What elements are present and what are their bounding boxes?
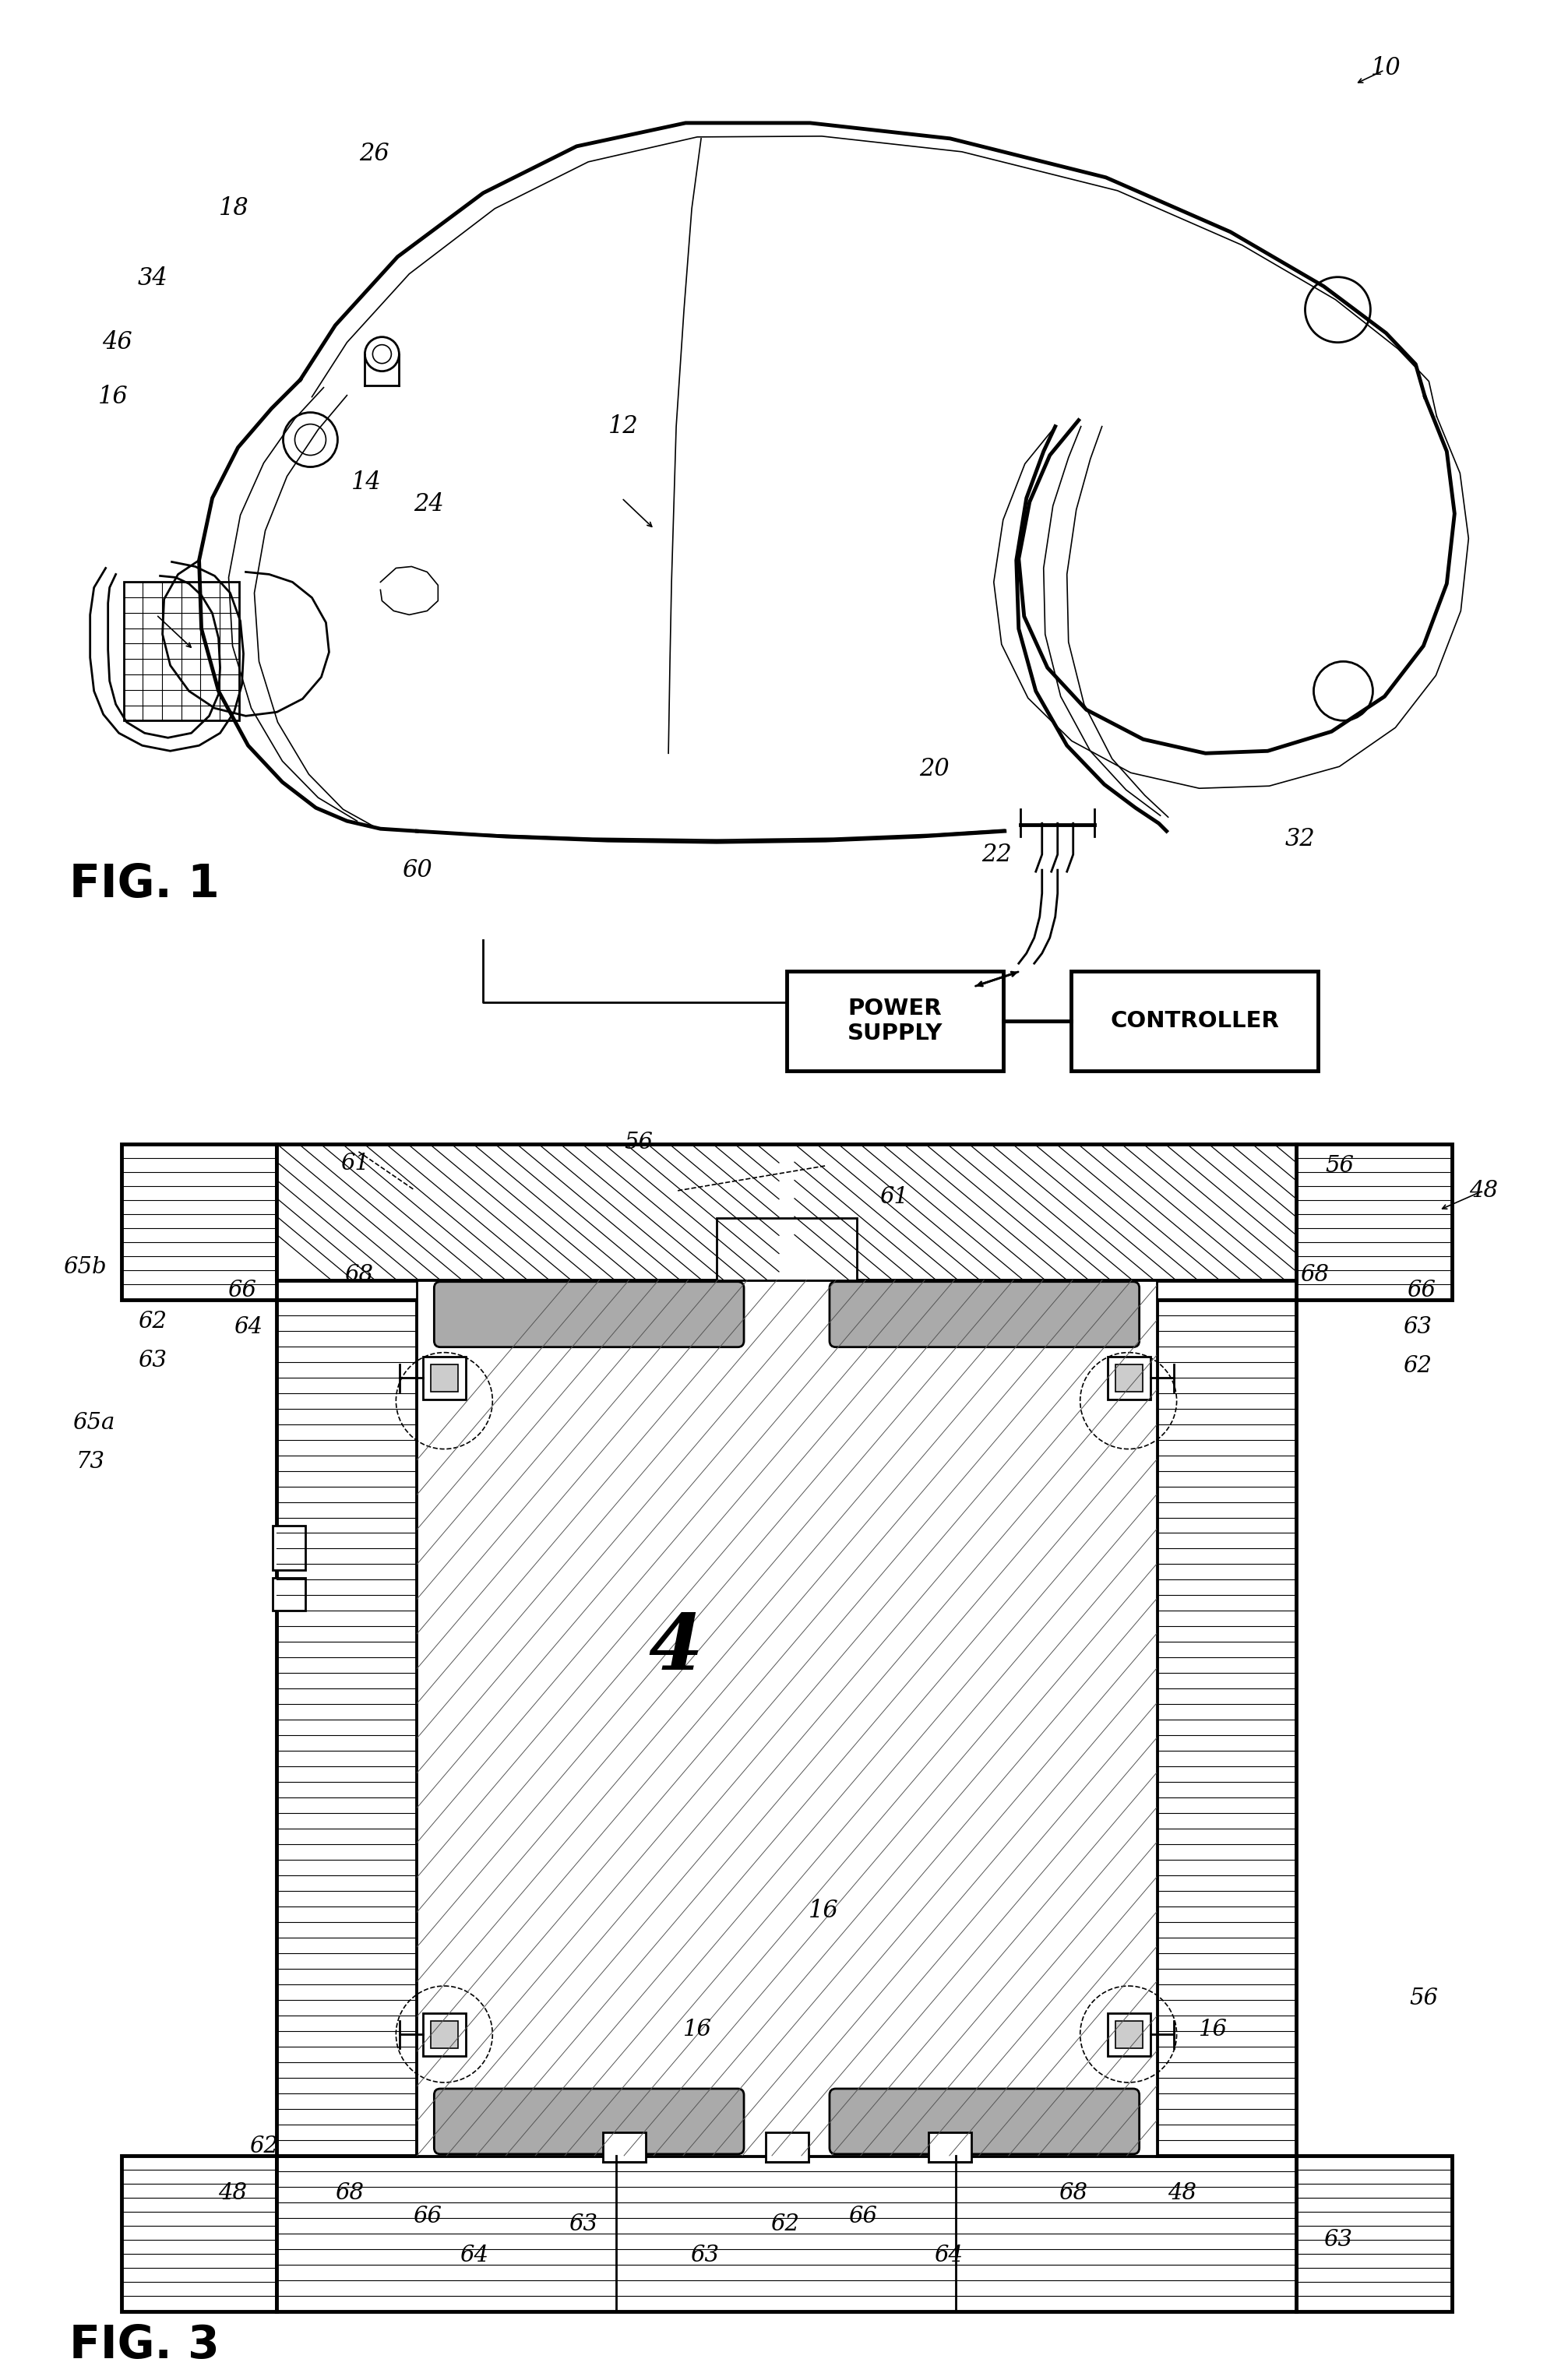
- Text: CONTROLLER: CONTROLLER: [1110, 1009, 1278, 1033]
- Text: 68: 68: [1058, 2182, 1088, 2204]
- Text: 63: 63: [1403, 1316, 1431, 1338]
- Bar: [929, 2132, 971, 2161]
- Text: FIG. 3: FIG. 3: [69, 2323, 219, 2368]
- Text: 62: 62: [250, 2135, 278, 2156]
- Bar: [423, 2013, 467, 2056]
- Text: 20: 20: [919, 757, 949, 781]
- Bar: [716, 1219, 857, 1280]
- Text: 65a: 65a: [73, 1411, 116, 1433]
- Bar: [276, 1299, 417, 2156]
- FancyBboxPatch shape: [829, 2090, 1140, 2154]
- Text: 48: 48: [219, 2182, 247, 2204]
- Text: 16: 16: [98, 386, 128, 409]
- Text: 26: 26: [359, 143, 389, 167]
- Text: 48: 48: [1168, 2182, 1197, 2204]
- Text: 61: 61: [340, 1152, 368, 1173]
- Bar: [123, 583, 239, 721]
- Bar: [122, 1145, 276, 1299]
- Text: 22: 22: [982, 843, 1012, 866]
- Text: 66: 66: [412, 2206, 442, 2228]
- Text: 66: 66: [849, 2206, 877, 2228]
- Text: 46: 46: [103, 331, 133, 355]
- Text: 48: 48: [1469, 1180, 1497, 1202]
- Text: 68: 68: [336, 2182, 364, 2204]
- Text: 56: 56: [1410, 1987, 1438, 2009]
- Text: 64: 64: [459, 2244, 489, 2266]
- Text: 62: 62: [137, 1311, 167, 1333]
- Bar: [1107, 1357, 1150, 1399]
- Text: 64: 64: [933, 2244, 963, 2266]
- Bar: [276, 2156, 1297, 2311]
- Text: 32: 32: [1285, 826, 1316, 852]
- Text: 16: 16: [809, 1899, 838, 1923]
- Text: 63: 63: [690, 2244, 720, 2266]
- Text: 62: 62: [1403, 1354, 1431, 1376]
- Text: 16: 16: [1199, 2018, 1227, 2040]
- Bar: [1115, 2021, 1143, 2049]
- Text: 63: 63: [1324, 2228, 1352, 2251]
- FancyBboxPatch shape: [829, 1283, 1140, 1347]
- Bar: [766, 2132, 809, 2161]
- Text: 12: 12: [609, 414, 638, 438]
- Text: 56: 56: [624, 1130, 652, 1154]
- Bar: [122, 2156, 276, 2311]
- Text: 66: 66: [228, 1280, 256, 1302]
- Text: 18: 18: [219, 198, 250, 221]
- Text: 68: 68: [345, 1264, 373, 1285]
- Bar: [1071, 971, 1319, 1071]
- Text: 63: 63: [568, 2213, 598, 2235]
- Bar: [431, 2021, 459, 2049]
- Bar: [273, 1578, 306, 1611]
- Text: 4: 4: [649, 1611, 702, 1685]
- Text: 66: 66: [1406, 1280, 1436, 1302]
- Text: 10: 10: [1371, 57, 1402, 81]
- Text: 61: 61: [880, 1185, 909, 1207]
- Text: 14: 14: [351, 471, 381, 495]
- Text: 24: 24: [414, 493, 443, 516]
- Text: 65b: 65b: [62, 1257, 106, 1278]
- FancyBboxPatch shape: [434, 1283, 745, 1347]
- Text: 62: 62: [771, 2213, 799, 2235]
- Bar: [1107, 2013, 1150, 2056]
- Bar: [1115, 1364, 1143, 1392]
- Bar: [276, 1145, 1297, 1280]
- Bar: [1157, 1299, 1297, 2156]
- Text: 16: 16: [682, 2018, 712, 2040]
- Text: 60: 60: [401, 857, 432, 883]
- Bar: [787, 971, 1004, 1071]
- Bar: [417, 1280, 1157, 2156]
- Text: 34: 34: [137, 267, 167, 290]
- Bar: [423, 1357, 467, 1399]
- Bar: [431, 1364, 459, 1392]
- Text: 64: 64: [234, 1316, 262, 1338]
- Text: 73: 73: [75, 1449, 105, 1473]
- Bar: [273, 1526, 306, 1571]
- Text: FIG. 1: FIG. 1: [69, 862, 219, 907]
- Bar: [603, 2132, 646, 2161]
- Text: 56: 56: [1325, 1154, 1353, 1176]
- Text: 63: 63: [137, 1349, 167, 1371]
- Bar: [1297, 1145, 1452, 1299]
- Text: 68: 68: [1300, 1264, 1328, 1285]
- FancyBboxPatch shape: [434, 2090, 745, 2154]
- Bar: [1297, 2156, 1452, 2311]
- Text: POWER
SUPPLY: POWER SUPPLY: [848, 997, 943, 1045]
